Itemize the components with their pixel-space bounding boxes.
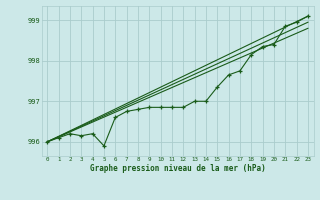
X-axis label: Graphe pression niveau de la mer (hPa): Graphe pression niveau de la mer (hPa) xyxy=(90,164,266,173)
